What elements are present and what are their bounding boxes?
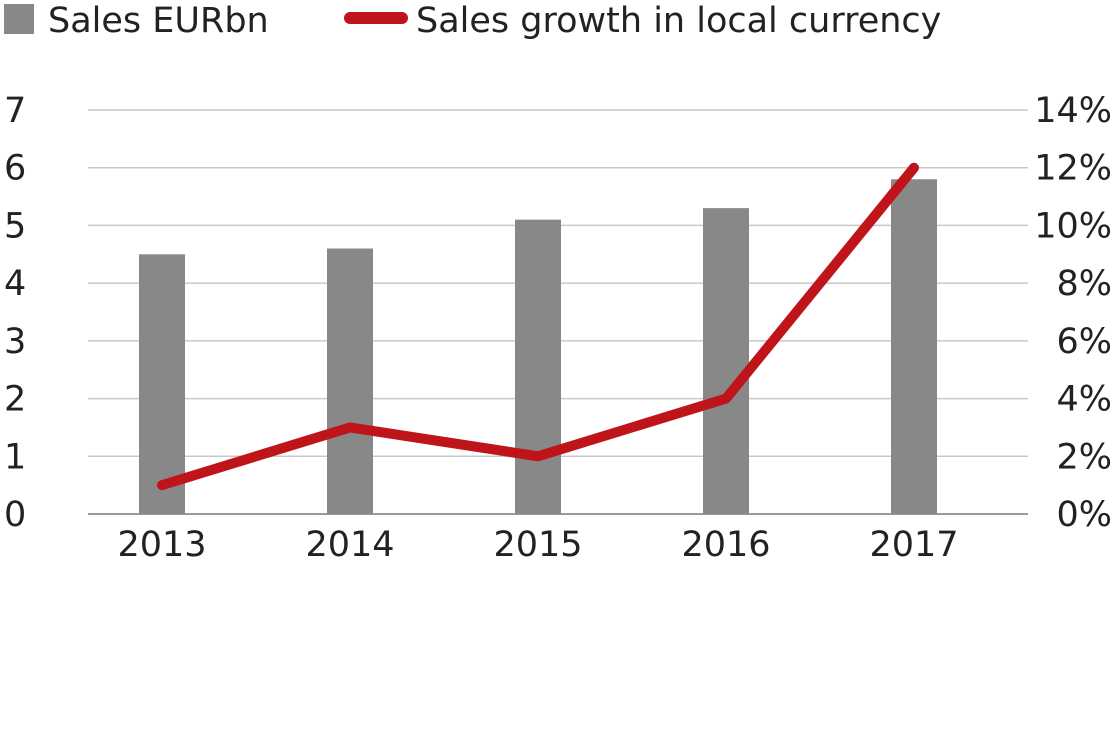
x-tick-label: 2017	[869, 525, 958, 565]
bar-2014	[327, 248, 373, 514]
bar-2013	[139, 254, 185, 515]
bar-series	[139, 179, 937, 515]
bar-2017	[891, 179, 937, 514]
right-tick-label: 6%	[1056, 322, 1112, 362]
x-tick-label: 2015	[493, 525, 582, 565]
right-tick-label: 14%	[1034, 91, 1112, 131]
legend-label-growth: Sales growth in local currency	[416, 1, 941, 41]
right-tick-label: 8%	[1056, 264, 1112, 304]
x-tick-label: 2013	[117, 525, 206, 565]
legend-label-sales: Sales EURbn	[48, 1, 269, 41]
left-tick-label: 3	[4, 322, 26, 362]
right-tick-label: 4%	[1056, 380, 1112, 420]
growth-point-2017	[913, 166, 915, 169]
left-tick-label: 5	[4, 206, 26, 246]
right-tick-label: 12%	[1034, 149, 1112, 189]
left-axis-ticks: 0 1 2 3 4 5 6 7	[4, 91, 26, 535]
x-axis-ticks: 2013 2014 2015 2016 2017	[117, 525, 958, 565]
bar-2015	[515, 219, 561, 514]
left-tick-label: 6	[4, 149, 26, 189]
right-tick-label: 0%	[1056, 495, 1112, 535]
bar-2016	[703, 208, 749, 514]
right-tick-label: 10%	[1034, 206, 1112, 246]
legend: Sales EURbn Sales growth in local curren…	[4, 1, 941, 41]
left-tick-label: 7	[4, 91, 26, 131]
line-series	[157, 162, 919, 491]
left-tick-label: 1	[4, 437, 26, 477]
legend-swatch-sales	[4, 4, 34, 34]
growth-point-2014	[349, 426, 351, 429]
growth-point-2013	[161, 484, 163, 487]
x-tick-label: 2014	[305, 525, 394, 565]
x-tick-label: 2016	[681, 525, 770, 565]
left-tick-label: 4	[4, 264, 26, 304]
growth-point-2015	[537, 455, 539, 458]
right-tick-label: 2%	[1056, 437, 1112, 477]
left-tick-label: 0	[4, 495, 26, 535]
left-tick-label: 2	[4, 380, 26, 420]
growth-point-2016	[725, 397, 727, 400]
right-axis-ticks: 0% 2% 4% 6% 8% 10% 12% 14%	[1034, 91, 1112, 535]
